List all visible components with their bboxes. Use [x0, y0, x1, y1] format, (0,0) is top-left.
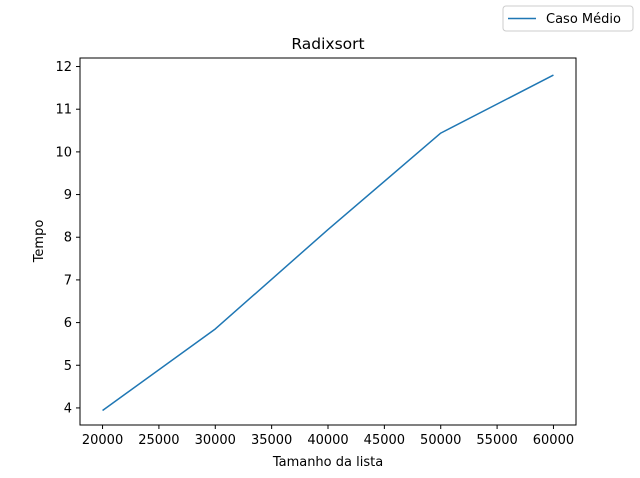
y-tick-label: 4	[64, 401, 72, 416]
x-axis-label: Tamanho da lista	[272, 455, 383, 470]
x-tick-label: 60000	[533, 433, 574, 448]
y-tick-label: 6	[64, 316, 72, 331]
legend-frame	[502, 5, 634, 32]
plot-area: 20000 25000 30000 35000 40000 45000 50000 55000…	[55, 57, 577, 448]
y-tick-label: 11	[55, 103, 72, 118]
x-tick-label: 20000	[82, 433, 123, 448]
y-tick-label: 10	[55, 145, 72, 160]
x-tick-label: 30000	[195, 433, 236, 448]
x-tick-label: 35000	[251, 433, 292, 448]
y-tick-label: 5	[64, 359, 72, 374]
series-line-0	[102, 74, 554, 412]
y-axis-ticks: 4 5 6 7 8 9 10 11 12	[55, 60, 80, 416]
x-tick-label: 45000	[364, 433, 405, 448]
legend: Caso Médio	[502, 5, 634, 32]
x-tick-label: 55000	[476, 433, 517, 448]
y-axis-label: Tempo	[32, 220, 47, 264]
x-tick-label: 25000	[138, 433, 179, 448]
legend-label-caso-medio: Caso Médio	[546, 12, 621, 27]
x-axis-ticks: 20000 25000 30000 35000 40000 45000 50000 55000…	[82, 425, 574, 448]
y-tick-label: 9	[64, 188, 72, 203]
x-tick-label: 40000	[307, 433, 348, 448]
y-tick-label: 8	[64, 231, 72, 246]
y-tick-label: 12	[55, 60, 72, 75]
chart-title: Radixsort	[291, 35, 364, 53]
series-layer	[102, 74, 554, 412]
plot-frame	[79, 57, 577, 426]
x-tick-label: 50000	[420, 433, 461, 448]
y-tick-label: 7	[64, 273, 72, 288]
